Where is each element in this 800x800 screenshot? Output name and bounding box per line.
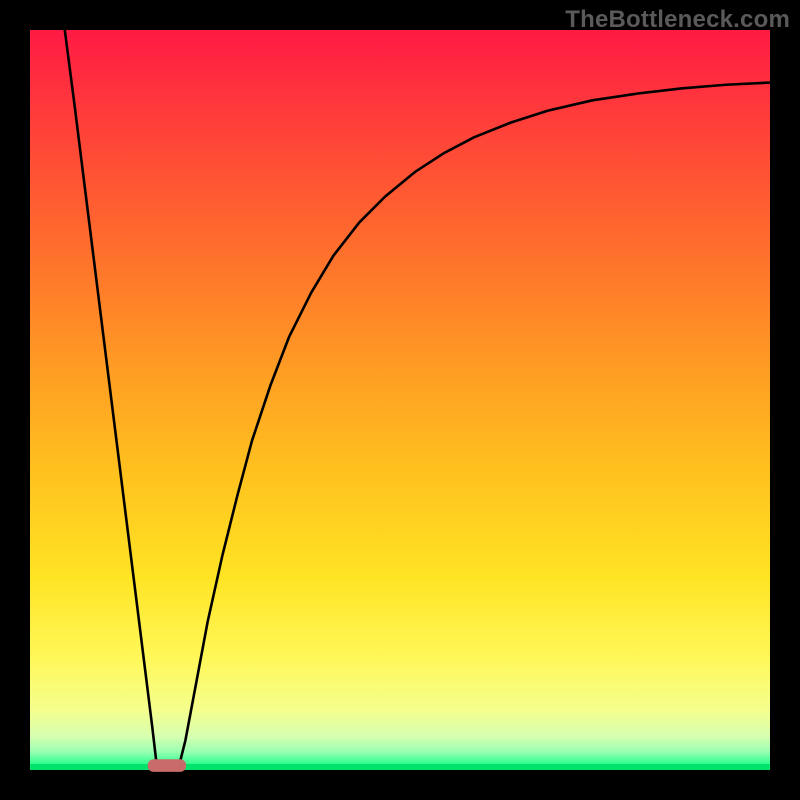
bottleneck-chart <box>0 0 800 800</box>
chart-bottom-bar <box>30 764 770 770</box>
chart-page: TheBottleneck.com <box>0 0 800 800</box>
chart-background <box>30 30 770 770</box>
optimal-marker <box>148 759 186 772</box>
